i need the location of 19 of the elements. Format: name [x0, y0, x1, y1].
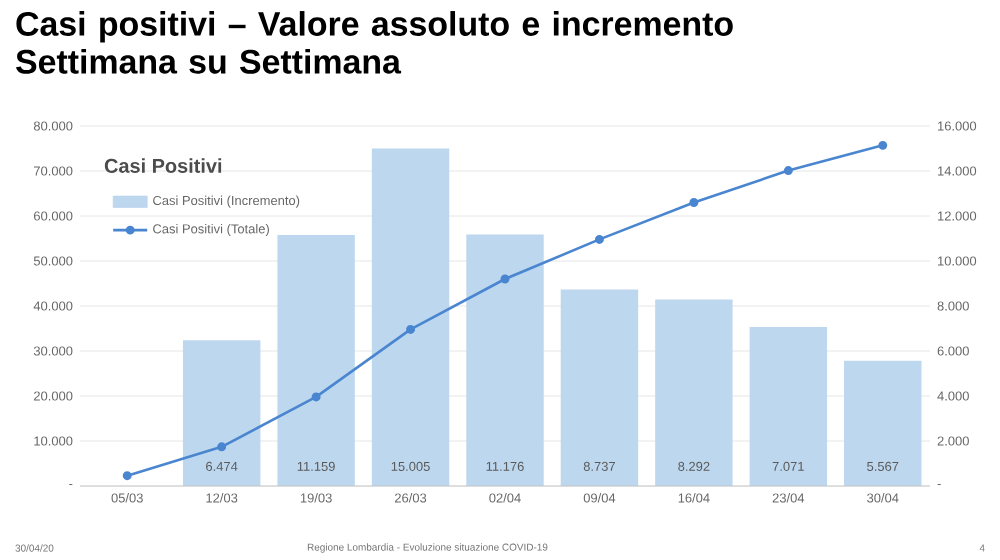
point	[500, 274, 510, 284]
point	[783, 166, 793, 176]
point	[311, 392, 321, 402]
bar	[655, 299, 733, 486]
point	[406, 324, 416, 334]
point	[594, 234, 604, 244]
bar	[182, 340, 261, 486]
bar	[371, 148, 450, 486]
text: Casi Positivi	[104, 158, 222, 173]
bar	[749, 326, 828, 486]
bar	[844, 360, 922, 486]
bar	[466, 234, 544, 486]
point	[689, 198, 699, 207]
point	[878, 140, 888, 150]
bar	[560, 289, 639, 486]
chart-title: Casi positivi – Valore assoluto e incremento Settimana su Settimana	[16, 11, 733, 74]
point	[122, 471, 132, 481]
point	[217, 442, 227, 452]
bar	[277, 234, 355, 486]
